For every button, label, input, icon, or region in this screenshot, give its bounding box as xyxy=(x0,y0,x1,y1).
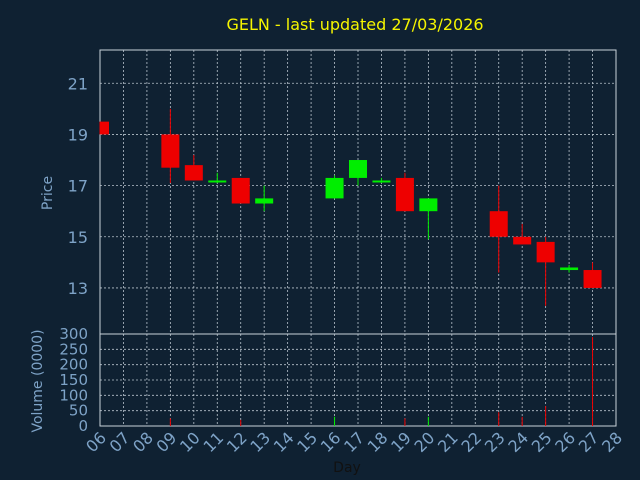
x-axis-label: Day xyxy=(333,460,361,476)
candle-25 xyxy=(536,236,555,306)
candle-body xyxy=(583,270,602,288)
price-tick-label: 17 xyxy=(68,177,88,196)
candle-18 xyxy=(372,177,391,184)
candle-26 xyxy=(560,264,579,273)
x-axis: 0607080910111213141516171819202122232425… xyxy=(82,428,626,456)
volume-tick-label: 250 xyxy=(59,340,88,358)
volume-tick-label: 50 xyxy=(69,402,88,420)
price-tick-label: 13 xyxy=(68,279,88,298)
candle-16 xyxy=(325,175,344,199)
x-tick-label: 28 xyxy=(598,428,626,456)
candle-body xyxy=(325,177,344,199)
candle-12 xyxy=(231,177,250,204)
volume-axis-label: Volume (0000) xyxy=(30,329,46,432)
candle-body xyxy=(560,267,579,271)
chart-title: GELN - last updated 27/03/2026 xyxy=(226,15,483,34)
candle-19 xyxy=(395,172,414,212)
volume-tick-label: 300 xyxy=(59,325,88,343)
price-tick-label: 21 xyxy=(68,74,88,93)
candle-body xyxy=(184,165,203,181)
candle-body xyxy=(231,177,250,204)
candle-17 xyxy=(349,160,367,186)
candle-13 xyxy=(255,185,274,212)
candle-06 xyxy=(99,121,109,135)
candle-11 xyxy=(208,172,227,184)
price-tick-label: 15 xyxy=(68,228,88,247)
volume-tick-label: 200 xyxy=(59,356,88,374)
candle-body xyxy=(419,198,438,212)
candle-body xyxy=(255,198,274,204)
candle-24 xyxy=(513,223,532,245)
candle-body xyxy=(161,134,180,168)
candle-20 xyxy=(419,198,438,240)
candle-body xyxy=(372,180,391,183)
volume-tick-label: 150 xyxy=(59,371,88,389)
volume-panel-frame xyxy=(99,333,617,427)
volume-tick-label: 100 xyxy=(59,386,88,404)
candle-body xyxy=(536,241,555,263)
candle-10 xyxy=(184,154,203,181)
price-tick-label: 19 xyxy=(68,125,88,144)
volume-tick-label: 0 xyxy=(78,417,88,435)
candle-body xyxy=(489,211,508,237)
candle-body xyxy=(100,121,109,135)
candle-body xyxy=(513,236,532,245)
candle-body xyxy=(395,177,414,212)
candle-27 xyxy=(583,262,602,288)
candle-09 xyxy=(161,108,180,184)
candle-23 xyxy=(489,185,508,273)
price-axis-label: Price xyxy=(40,176,56,210)
price-panel: 13 15 17 19 21 xyxy=(68,49,617,335)
candle-body xyxy=(208,180,227,183)
candle-body xyxy=(349,160,367,178)
